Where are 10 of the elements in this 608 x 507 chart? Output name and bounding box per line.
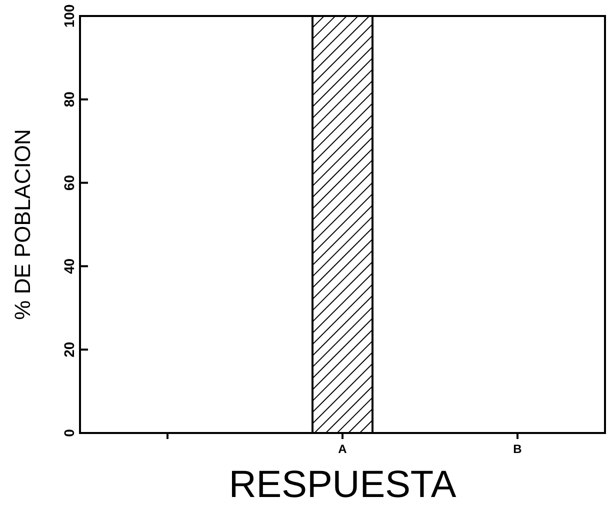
y-tick-label: 40	[61, 258, 77, 274]
x-axis-title: RESPUESTA	[228, 464, 457, 506]
y-tick-label: 100	[61, 4, 77, 28]
y-tick-label: 0	[61, 428, 77, 437]
y-tick-label: 60	[61, 174, 77, 191]
y-tick-label: 20	[61, 342, 77, 358]
x-tick-label: B	[513, 442, 522, 456]
x-tick-label: A	[338, 442, 348, 456]
y-tick-label: 80	[61, 91, 77, 108]
y-axis-title: % DE POBLACION	[10, 129, 35, 320]
